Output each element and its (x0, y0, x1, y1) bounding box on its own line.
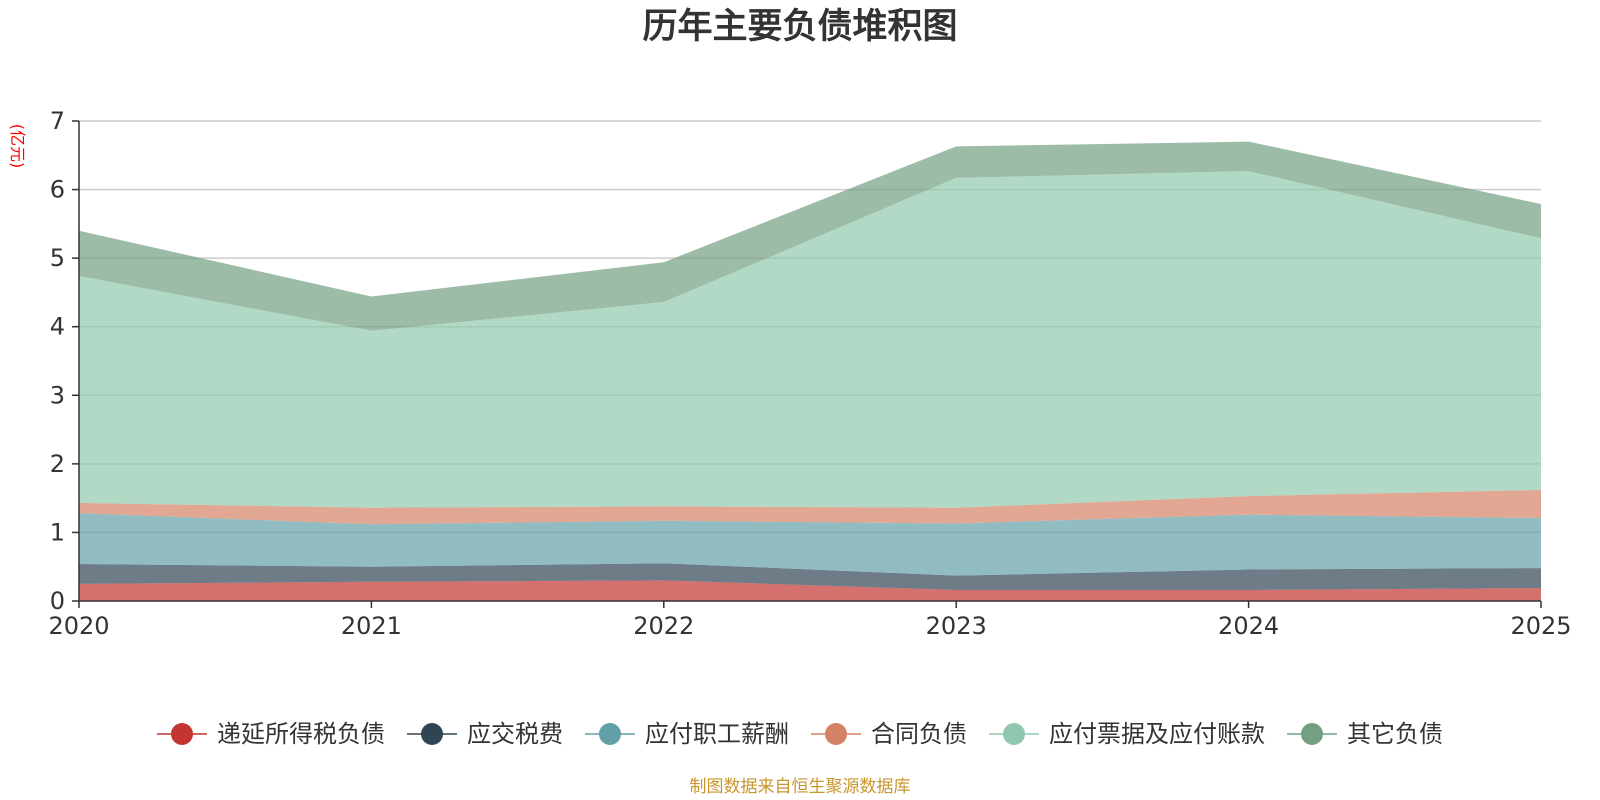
legend-label-5: 其它负债 (1347, 720, 1443, 748)
data-source-note: 制图数据来自恒生聚源数据库 (690, 777, 911, 797)
y-tick-label-4: 4 (50, 313, 65, 341)
y-tick-label-0: 0 (50, 587, 65, 615)
legend-label-1: 应交税费 (467, 720, 563, 748)
y-tick-label-6: 6 (50, 176, 65, 204)
x-tick-label-2020: 2020 (48, 612, 109, 640)
area-series-1 (79, 563, 1541, 590)
legend-item-1: 应交税费 (407, 720, 563, 748)
x-tick-label-2025: 2025 (1510, 612, 1571, 640)
legend-item-3: 合同负债 (811, 720, 967, 748)
axes: 0 1 2 3 4 5 6 7 2020 2021 2022 2023 2024 2025 (48, 107, 1571, 640)
area-series-5 (79, 141, 1541, 331)
chart-title: 历年主要负债堆积图 (642, 7, 957, 47)
legend-label-0: 递延所得税负债 (217, 720, 385, 748)
x-tick-label-2024: 2024 (1218, 612, 1279, 640)
x-tick-label-2023: 2023 (926, 612, 987, 640)
y-axis-unit-label: (亿元) (8, 124, 27, 169)
legend-marker-5 (1301, 723, 1323, 745)
y-tick-label-5: 5 (50, 244, 65, 272)
y-tick-label-3: 3 (50, 381, 65, 409)
legend-label-4: 应付票据及应付账款 (1049, 720, 1265, 748)
y-tick-label-2: 2 (50, 450, 65, 478)
legend-marker-1 (421, 723, 443, 745)
legend-item-4: 应付票据及应付账款 (989, 720, 1265, 748)
legend-item-5: 其它负债 (1287, 720, 1443, 748)
stacked-areas (79, 141, 1541, 601)
area-series-4 (79, 171, 1541, 508)
area-series-0 (79, 580, 1541, 601)
legend-item-2: 应付职工薪酬 (585, 720, 789, 748)
legend-label-3: 合同负债 (871, 720, 967, 748)
y-tick-label-7: 7 (50, 107, 65, 135)
x-tick-label-2022: 2022 (633, 612, 694, 640)
legend: 递延所得税负债 应交税费 应付职工薪酬 合同负债 应付票据及应付账款 其它负债 (157, 720, 1443, 748)
area-series-3 (79, 489, 1541, 525)
legend-item-0: 递延所得税负债 (157, 720, 385, 748)
legend-marker-4 (1003, 723, 1025, 745)
legend-marker-3 (825, 723, 847, 745)
legend-label-2: 应付职工薪酬 (645, 720, 789, 748)
x-tick-label-2021: 2021 (341, 612, 402, 640)
y-tick-label-1: 1 (50, 518, 65, 546)
area-series-2 (79, 513, 1541, 576)
legend-marker-0 (171, 723, 193, 745)
legend-marker-2 (599, 723, 621, 745)
